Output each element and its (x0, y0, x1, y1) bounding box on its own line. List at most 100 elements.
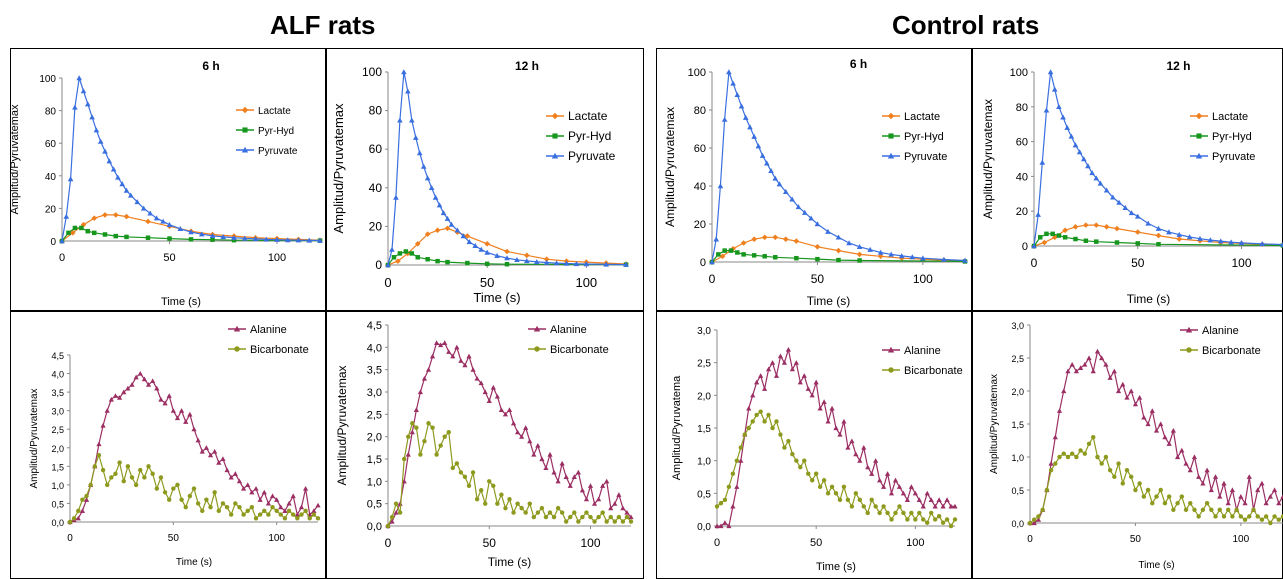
data-point (932, 503, 938, 509)
data-point (1197, 235, 1203, 241)
data-point (113, 471, 118, 476)
data-point (1062, 235, 1068, 240)
data-point (59, 238, 65, 244)
data-point (1238, 240, 1245, 246)
data-point (170, 408, 176, 413)
legend-marker (1186, 347, 1192, 353)
data-point (898, 253, 905, 259)
data-point (940, 520, 946, 525)
data-point (600, 483, 606, 488)
data-point (502, 411, 509, 417)
data-point (115, 174, 121, 180)
data-point (179, 497, 184, 502)
data-point (237, 504, 242, 510)
data-point (490, 384, 496, 390)
y-tick-label: 100 (39, 74, 56, 85)
data-point (1051, 86, 1058, 92)
control-group-title: Control rats (892, 10, 1040, 40)
data-point (889, 517, 894, 522)
legend-label: Alanine (1202, 325, 1239, 337)
data-point (1064, 124, 1070, 130)
data-point (1191, 454, 1198, 460)
data-point (123, 213, 130, 220)
data-point (458, 470, 464, 475)
data-point (395, 258, 401, 264)
x-tick-label: 0 (385, 536, 392, 550)
data-point (188, 229, 194, 235)
data-point (424, 231, 431, 237)
data-point (499, 492, 504, 497)
data-point (506, 407, 513, 412)
data-point (575, 469, 581, 475)
legend-marker (887, 346, 895, 353)
data-point (420, 163, 427, 169)
data-point (1099, 355, 1105, 361)
data-point (734, 92, 741, 98)
data-point (491, 483, 496, 489)
data-point (397, 251, 403, 256)
data-point (527, 438, 533, 444)
data-point (117, 460, 122, 465)
data-point (1032, 517, 1037, 522)
data-point (740, 240, 747, 246)
data-point (623, 261, 629, 267)
data-point (429, 353, 436, 359)
legend-marker (533, 325, 541, 332)
data-point (1135, 241, 1140, 246)
data-point (303, 486, 309, 491)
data-point (1207, 237, 1214, 243)
data-point (442, 434, 447, 439)
data-point (72, 104, 78, 110)
x-tick-label: 50 (1131, 256, 1145, 270)
data-point (754, 379, 760, 385)
data-point (777, 353, 784, 359)
data-point (948, 523, 954, 529)
data-point (1073, 236, 1078, 242)
data-point (1280, 241, 1283, 247)
data-point (389, 518, 395, 524)
data-point (563, 474, 569, 479)
data-point (533, 259, 540, 265)
data-point (1085, 163, 1091, 169)
data-point (515, 501, 520, 506)
data-point (1056, 104, 1062, 110)
data-point (1116, 199, 1122, 205)
data-point (865, 464, 871, 470)
data-point (728, 248, 734, 253)
data-point (1128, 474, 1134, 480)
data-point (401, 69, 407, 75)
data-point (543, 514, 549, 520)
data-point (450, 465, 456, 471)
data-point (881, 504, 886, 509)
data-point (445, 259, 450, 265)
data-point (596, 496, 602, 502)
y-tick-label: 1,0 (1011, 453, 1024, 463)
data-point (1145, 220, 1151, 226)
data-point (241, 512, 246, 517)
data-point (465, 260, 470, 266)
data-point (208, 504, 213, 510)
data-point (1074, 454, 1079, 460)
data-point (200, 508, 205, 514)
series-pyr-hyd (59, 225, 323, 244)
legend-label: Alanine (550, 324, 587, 336)
data-point (134, 199, 141, 205)
data-point (124, 234, 129, 240)
data-point (738, 458, 744, 463)
data-point (1259, 241, 1266, 247)
data-point (416, 150, 423, 156)
data-point (600, 510, 605, 515)
y-tick-label: 0,5 (51, 499, 64, 509)
data-point (836, 257, 841, 263)
data-point (79, 508, 85, 513)
x-tick-label: 50 (480, 275, 494, 290)
data-point (1044, 487, 1050, 493)
data-point (928, 497, 934, 502)
data-point (584, 510, 589, 515)
data-point (751, 253, 757, 258)
x-tick-label: 0 (67, 533, 73, 544)
legend-marker (534, 346, 540, 352)
data-point (249, 504, 255, 510)
data-point (738, 445, 744, 450)
